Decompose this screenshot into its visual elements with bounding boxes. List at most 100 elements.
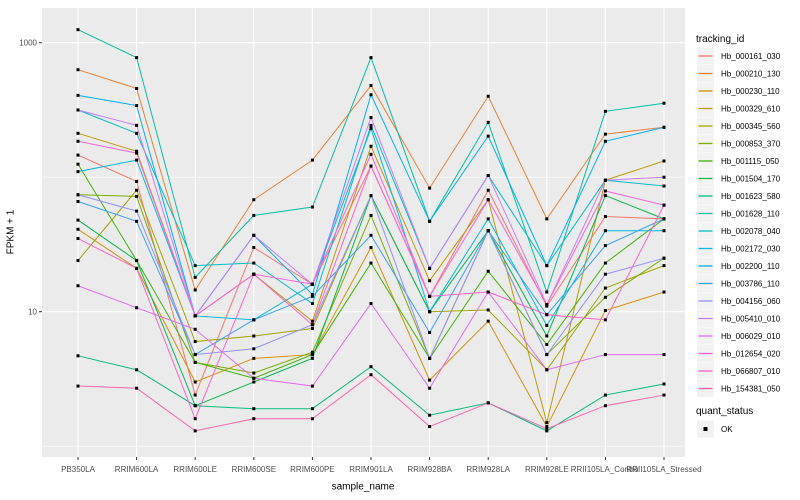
data-point [135, 56, 139, 60]
data-point [369, 261, 373, 265]
data-point [428, 186, 432, 190]
x-tick-label: RRII105LA_Stressed [626, 465, 701, 474]
data-point [135, 266, 139, 270]
data-point [310, 319, 314, 323]
data-point [603, 393, 607, 397]
data-point [662, 393, 666, 397]
y-tick-label: 10 [28, 308, 37, 317]
legend-item-label: Hb_066807_010 [721, 367, 781, 376]
legend-item-label: Hb_002172_030 [721, 245, 781, 254]
data-point [252, 334, 256, 338]
data-point [662, 264, 666, 268]
data-point [369, 84, 373, 88]
data-point [135, 306, 139, 310]
data-point [252, 376, 256, 380]
quant-status-label: OK [721, 425, 733, 434]
data-point [76, 68, 80, 72]
data-point [252, 380, 256, 384]
data-point [486, 188, 490, 192]
data-point [369, 115, 373, 119]
data-point [603, 295, 607, 299]
data-point [428, 425, 432, 429]
legend-item-label: Hb_000230_110 [721, 87, 780, 96]
data-point [662, 101, 666, 105]
data-point [428, 266, 432, 270]
data-point [76, 108, 80, 112]
data-point [486, 229, 490, 233]
data-point [428, 331, 432, 335]
x-tick-label: RRIM600PE [290, 465, 334, 474]
data-point [369, 164, 373, 168]
data-point [369, 213, 373, 217]
data-point [428, 378, 432, 382]
data-point [252, 417, 256, 421]
data-point [193, 264, 197, 268]
data-point [76, 28, 80, 32]
data-point [193, 393, 197, 397]
data-point [252, 371, 256, 375]
quant-status-marker [703, 427, 708, 431]
x-tick-label: RRIM928BA [407, 465, 452, 474]
data-point [545, 303, 549, 307]
data-point [662, 382, 666, 386]
data-point [310, 294, 314, 298]
data-point [486, 94, 490, 98]
data-point [76, 199, 80, 203]
data-point [76, 193, 80, 197]
data-point [545, 368, 549, 372]
x-axis-title: sample_name [331, 481, 395, 493]
data-point [369, 302, 373, 306]
data-point [428, 279, 432, 283]
data-point [662, 203, 666, 207]
data-point [76, 354, 80, 358]
data-point [486, 134, 490, 138]
x-tick-label: RRIM600SE [232, 465, 276, 474]
data-point [486, 401, 490, 405]
legend-item-label: Hb_000853_370 [721, 140, 781, 149]
data-point [135, 151, 139, 155]
legend-title-quant-status: quant_status [696, 406, 754, 417]
data-point [662, 217, 666, 221]
data-point [252, 356, 256, 360]
data-point [310, 417, 314, 421]
x-tick-label: PB350LA [61, 465, 95, 474]
data-point [252, 246, 256, 250]
data-point [193, 404, 197, 408]
data-point [662, 125, 666, 129]
data-point [486, 198, 490, 202]
legend-item-label: Hb_000345_560 [721, 122, 781, 131]
data-point [369, 246, 373, 250]
data-point [310, 293, 314, 297]
data-point [545, 343, 549, 347]
legend-item-label: Hb_001628_110 [721, 210, 780, 219]
data-point [545, 429, 549, 433]
data-point [76, 384, 80, 388]
legend-item-label: Hb_003786_110 [721, 280, 780, 289]
data-point [486, 217, 490, 221]
legend-title-tracking-id: tracking_id [696, 34, 745, 45]
data-point [310, 205, 314, 209]
data-point [603, 272, 607, 276]
data-point [603, 261, 607, 265]
data-point [76, 162, 80, 166]
data-point [545, 425, 549, 429]
data-point [603, 215, 607, 219]
data-point [252, 318, 256, 322]
data-point [545, 304, 549, 308]
x-tick-label: RRIM600LA [115, 465, 159, 474]
data-point [310, 327, 314, 331]
legend-item-label: Hb_000161_030 [721, 52, 781, 61]
data-point [603, 318, 607, 322]
x-tick-label: RRIM600LE [173, 465, 217, 474]
data-point [76, 131, 80, 135]
data-point [428, 310, 432, 314]
data-point [369, 144, 373, 148]
data-point [545, 217, 549, 221]
data-point [662, 229, 666, 233]
data-point [486, 290, 490, 294]
data-point [545, 353, 549, 357]
data-point [252, 347, 256, 351]
data-point [135, 368, 139, 372]
data-point [369, 123, 373, 127]
data-point [310, 353, 314, 357]
